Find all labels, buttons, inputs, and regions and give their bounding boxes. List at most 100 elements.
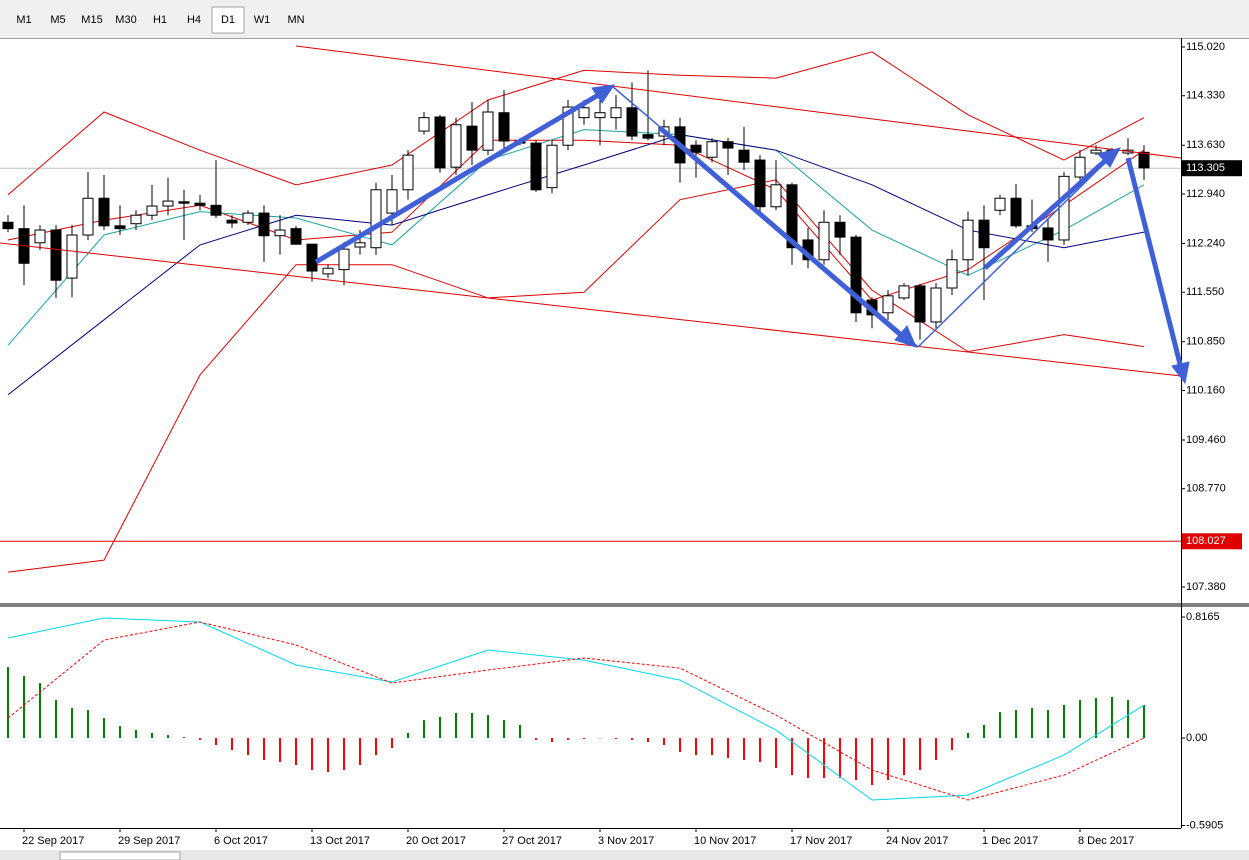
x-tick-label: 27 Oct 2017 bbox=[502, 835, 562, 847]
histogram-bar bbox=[951, 738, 953, 751]
level-label-bg bbox=[1182, 533, 1242, 550]
histogram-bar bbox=[503, 720, 505, 739]
candle-body bbox=[290, 228, 302, 245]
candle-body bbox=[386, 189, 398, 214]
timeframe-button[interactable] bbox=[211, 6, 245, 34]
timeframe-button[interactable] bbox=[178, 7, 210, 33]
timeframe-label[interactable]: W1 bbox=[254, 14, 271, 26]
trend-line bbox=[917, 149, 1119, 348]
arrows bbox=[314, 84, 1190, 385]
candle-body bbox=[482, 111, 494, 151]
histogram-bar bbox=[247, 738, 249, 756]
histogram-bar bbox=[583, 738, 585, 740]
histogram-bar bbox=[887, 738, 889, 780]
x-tick-label: 1 Dec 2017 bbox=[982, 835, 1038, 847]
candle-body bbox=[306, 243, 318, 272]
histogram-bar bbox=[87, 710, 89, 739]
timeframe-button[interactable] bbox=[76, 7, 108, 33]
timeframe-button[interactable] bbox=[110, 7, 142, 33]
histogram-bar bbox=[487, 715, 489, 739]
indicator-line bbox=[7, 621, 1145, 801]
x-tick-label: 29 Sep 2017 bbox=[118, 835, 180, 847]
timeframe-label[interactable]: M1 bbox=[16, 14, 31, 26]
candle-body bbox=[610, 107, 622, 119]
x-tick-label: 13 Oct 2017 bbox=[310, 835, 370, 847]
candle-body bbox=[594, 112, 606, 119]
candle-body bbox=[770, 184, 782, 208]
candle-body bbox=[1042, 227, 1054, 241]
histogram-bar bbox=[423, 720, 425, 739]
histogram-bar bbox=[1095, 698, 1097, 739]
timeframe-button[interactable] bbox=[42, 7, 74, 33]
candle-body bbox=[2, 221, 14, 230]
candle-body bbox=[434, 116, 446, 169]
candle-body bbox=[978, 219, 990, 249]
histogram-bar bbox=[1047, 710, 1049, 739]
candle-body bbox=[1010, 197, 1022, 227]
histogram-bar bbox=[759, 738, 761, 763]
candle-body bbox=[242, 212, 254, 223]
candle-body bbox=[562, 106, 574, 146]
histogram-bar bbox=[1111, 696, 1113, 739]
timeframe-button[interactable] bbox=[246, 7, 278, 33]
histogram-bar bbox=[791, 738, 793, 776]
histogram-bar bbox=[119, 726, 121, 739]
candle-body bbox=[1090, 149, 1102, 154]
histogram-bar bbox=[807, 738, 809, 779]
y-tick-label: 112.940 bbox=[1186, 188, 1225, 200]
histogram-bar bbox=[71, 708, 73, 739]
timeframe-label[interactable]: H4 bbox=[187, 14, 201, 26]
histogram-bar bbox=[903, 738, 905, 776]
level-label: 108.027 bbox=[1186, 535, 1226, 547]
x-tick-label: 20 Oct 2017 bbox=[406, 835, 466, 847]
candle-body bbox=[914, 285, 926, 323]
candle-body bbox=[82, 197, 94, 236]
candle-body bbox=[962, 219, 974, 261]
arrow-head bbox=[591, 84, 616, 104]
histogram-bar bbox=[519, 725, 521, 739]
timeframe-label[interactable]: D1 bbox=[221, 14, 235, 26]
timeframe-label[interactable]: M30 bbox=[115, 14, 136, 26]
arrow-head bbox=[894, 325, 917, 348]
histogram-bar bbox=[215, 738, 217, 746]
timeframe-label[interactable]: M5 bbox=[50, 14, 65, 26]
timeframe-button[interactable] bbox=[280, 7, 312, 33]
timeframe-button[interactable] bbox=[8, 7, 40, 33]
histogram-bar bbox=[823, 738, 825, 779]
oscillator-pane bbox=[7, 617, 1145, 801]
histogram-bar bbox=[391, 738, 393, 748]
histogram-bar bbox=[567, 738, 569, 740]
histogram-bar bbox=[711, 738, 713, 756]
timeframe-label[interactable]: MN bbox=[287, 14, 304, 26]
histogram-bar bbox=[1031, 708, 1033, 739]
histogram-bar bbox=[455, 712, 457, 739]
y-tick-label: 114.330 bbox=[1186, 90, 1225, 102]
histogram-bar bbox=[999, 712, 1001, 739]
histogram-bar bbox=[199, 738, 201, 740]
candle-body bbox=[754, 159, 766, 208]
histogram-bar bbox=[663, 738, 665, 746]
histogram-bar bbox=[1063, 704, 1065, 739]
candle-body bbox=[338, 248, 350, 271]
candle-body bbox=[226, 219, 238, 224]
candle-body bbox=[546, 144, 558, 189]
histogram-bar bbox=[695, 738, 697, 756]
candle-body bbox=[642, 134, 654, 139]
timeframe-button[interactable] bbox=[144, 7, 176, 33]
timeframe-label[interactable]: H1 bbox=[153, 14, 167, 26]
candle-body bbox=[1058, 175, 1070, 241]
x-tick-label: 17 Nov 2017 bbox=[790, 835, 852, 847]
candle-body bbox=[626, 107, 638, 137]
candle-body bbox=[354, 242, 366, 248]
histogram-bar bbox=[7, 667, 9, 739]
tab[interactable] bbox=[59, 851, 181, 860]
histogram-bar bbox=[631, 738, 633, 740]
histogram-bar bbox=[615, 738, 617, 740]
histogram-bar bbox=[471, 712, 473, 739]
histogram-bar bbox=[439, 717, 441, 739]
candle-body bbox=[418, 117, 430, 132]
histogram-bar bbox=[871, 738, 873, 786]
histogram-bar bbox=[535, 738, 537, 740]
timeframe-label[interactable]: M15 bbox=[81, 14, 102, 26]
